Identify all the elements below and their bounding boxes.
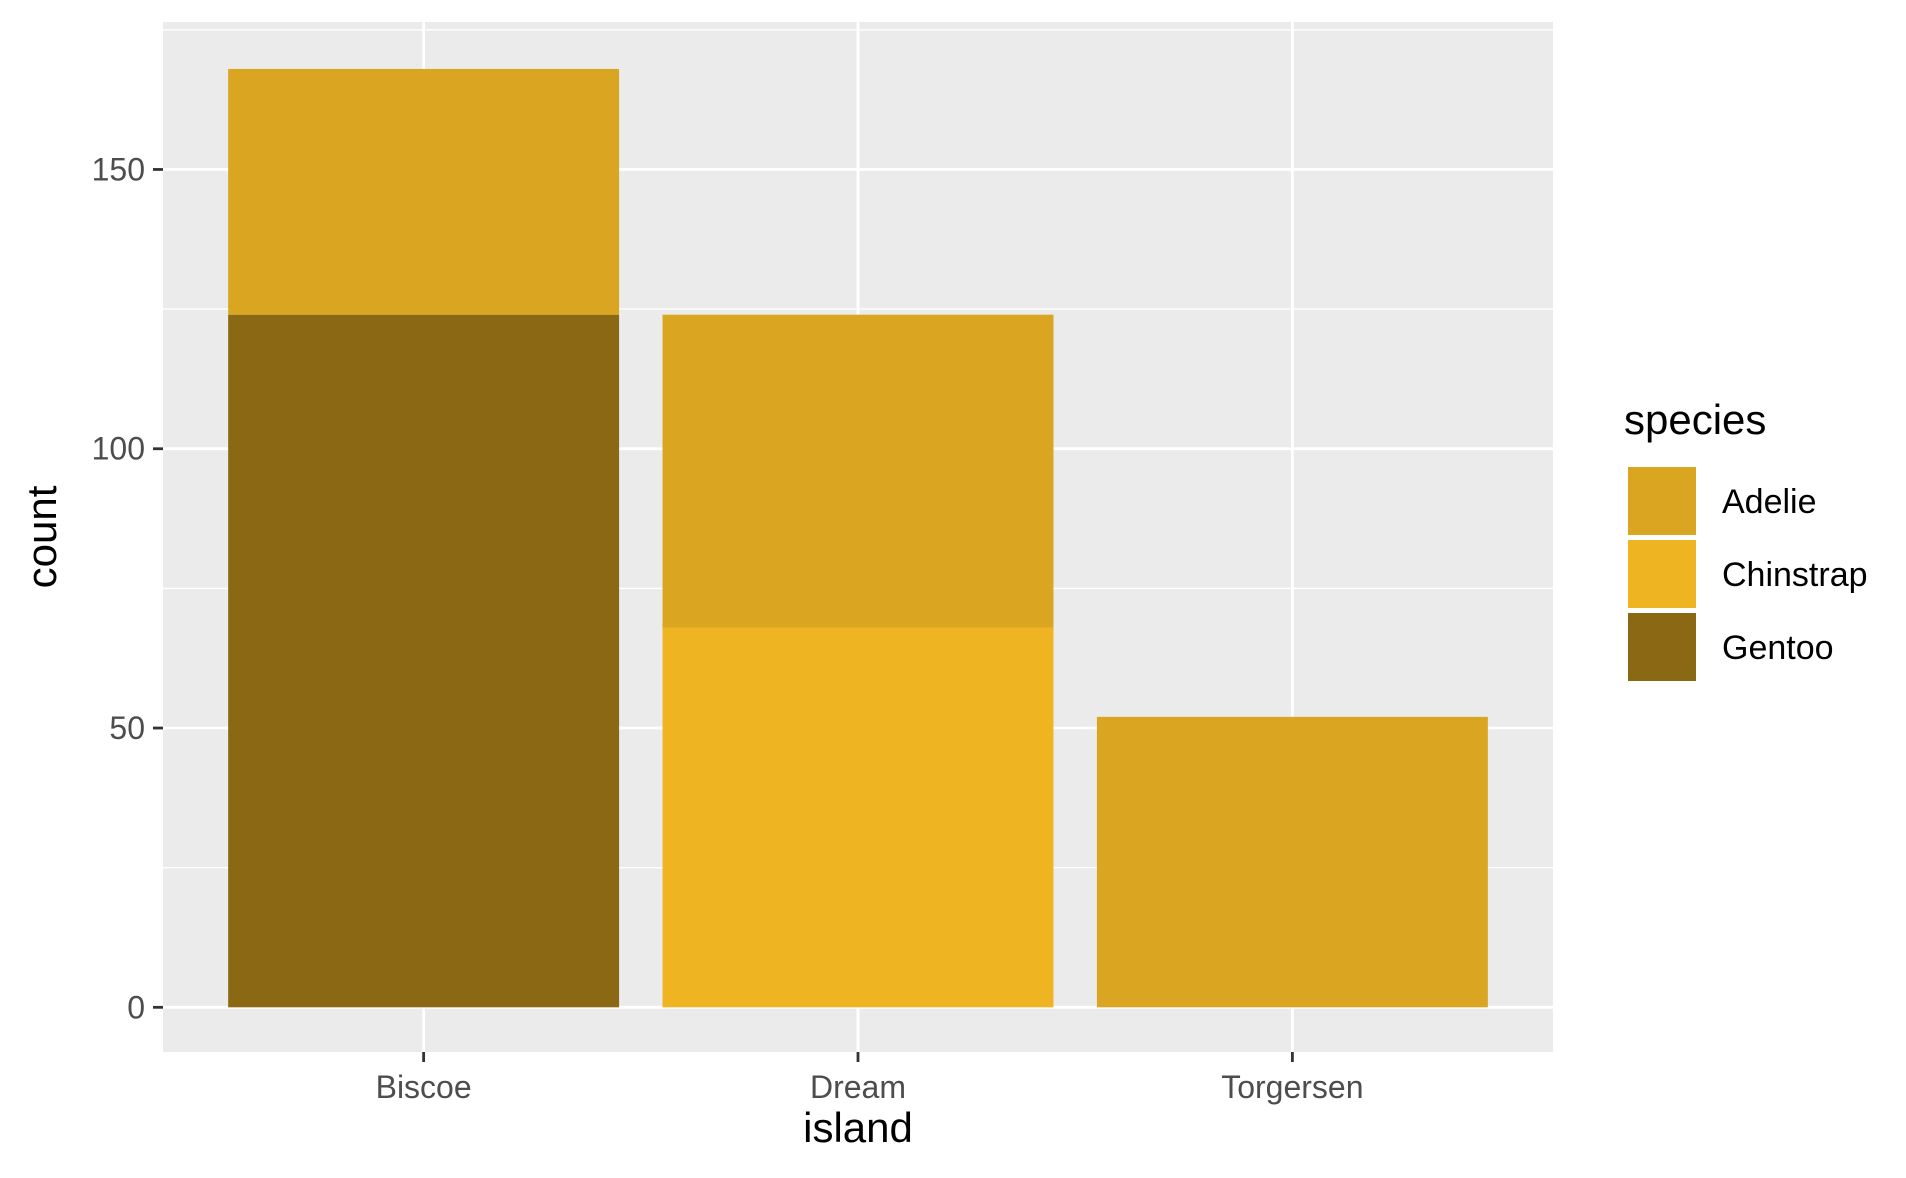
x-tick-label: Biscoe [376, 1069, 472, 1105]
bars [228, 68, 1488, 1008]
bar-biscoe-adelie [228, 68, 620, 315]
x-axis: Biscoe Dream Torgersen [376, 1052, 1364, 1105]
legend-label-adelie: Adelie [1722, 483, 1817, 521]
legend-key-chinstrap [1626, 538, 1698, 610]
x-axis-title: island [803, 1104, 913, 1151]
y-tick-label: 50 [109, 710, 145, 746]
legend-title: species [1624, 396, 1766, 443]
y-tick-label: 150 [92, 151, 145, 187]
legend-key-gentoo [1626, 611, 1698, 683]
x-tick-label: Dream [810, 1069, 906, 1105]
bar-dream-chinstrap [662, 627, 1054, 1008]
y-tick-label: 0 [127, 989, 145, 1025]
bar-dream-adelie [662, 314, 1054, 628]
bar-torgersen-adelie [1096, 716, 1488, 1008]
y-axis-title: count [18, 485, 65, 588]
x-tick-label: Torgersen [1221, 1069, 1363, 1105]
legend-key-adelie [1626, 465, 1698, 537]
y-tick-label: 100 [92, 431, 145, 467]
legend: species Adelie Chinstrap Gentoo [1624, 396, 1868, 683]
bar-biscoe-gentoo [228, 314, 620, 1008]
legend-label-gentoo: Gentoo [1722, 629, 1834, 667]
legend-label-chinstrap: Chinstrap [1722, 556, 1868, 594]
y-axis: 0 50 100 150 [92, 151, 163, 1025]
